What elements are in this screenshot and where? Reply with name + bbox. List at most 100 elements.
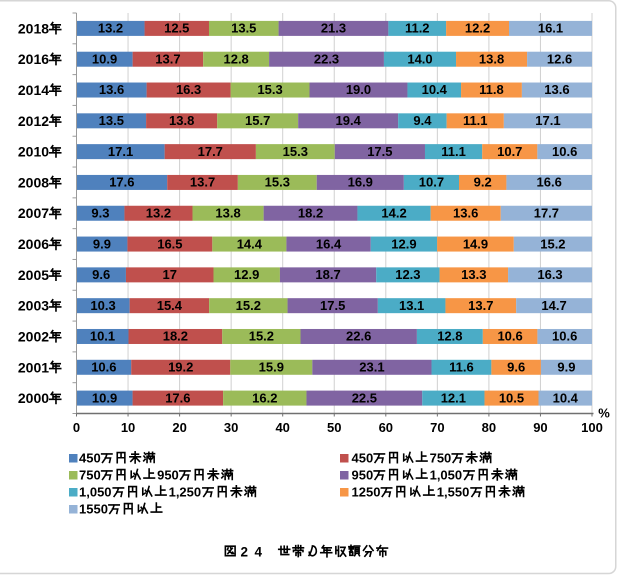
svg-text:14.9: 14.9 — [463, 236, 488, 251]
svg-text:2018: 2018 — [18, 20, 49, 36]
svg-text:1550: 1550 — [79, 502, 108, 517]
svg-text:18.2: 18.2 — [163, 329, 188, 344]
svg-text:11.1: 11.1 — [441, 144, 466, 159]
svg-text:16.1: 16.1 — [538, 21, 563, 36]
svg-text:10.7: 10.7 — [497, 144, 522, 159]
svg-text:12.8: 12.8 — [223, 51, 248, 66]
svg-text:18.7: 18.7 — [315, 267, 340, 282]
svg-text:14.7: 14.7 — [541, 298, 566, 313]
svg-text:10.4: 10.4 — [422, 82, 448, 97]
svg-text:15.4: 15.4 — [157, 298, 183, 313]
svg-text:450: 450 — [79, 451, 101, 466]
svg-text:20: 20 — [172, 420, 186, 435]
svg-text:2006: 2006 — [18, 236, 49, 252]
svg-text:15.3: 15.3 — [257, 82, 282, 97]
svg-text:1250: 1250 — [352, 485, 381, 500]
svg-text:2005: 2005 — [18, 267, 49, 283]
svg-text:17.7: 17.7 — [534, 205, 559, 220]
svg-text:10.6: 10.6 — [91, 359, 116, 374]
svg-text:9.9: 9.9 — [557, 359, 575, 374]
svg-text:12.3: 12.3 — [395, 267, 420, 282]
svg-text:9.4: 9.4 — [413, 113, 432, 128]
svg-text:2: 2 — [241, 545, 249, 560]
svg-text:60: 60 — [379, 420, 393, 435]
svg-text:13.2: 13.2 — [146, 205, 171, 220]
svg-text:750: 750 — [430, 451, 452, 466]
svg-text:10.6: 10.6 — [552, 144, 577, 159]
svg-text:2002: 2002 — [18, 329, 49, 345]
svg-text:12.2: 12.2 — [465, 21, 490, 36]
svg-text:15.2: 15.2 — [236, 298, 261, 313]
svg-text:16.9: 16.9 — [348, 175, 373, 190]
svg-text:9.2: 9.2 — [474, 175, 492, 190]
svg-text:17: 17 — [162, 267, 176, 282]
svg-text:16.6: 16.6 — [537, 175, 562, 190]
svg-text:750: 750 — [79, 468, 101, 483]
svg-text:17.5: 17.5 — [320, 298, 345, 313]
svg-text:10.3: 10.3 — [90, 298, 115, 313]
svg-text:2012: 2012 — [18, 113, 49, 129]
svg-text:0: 0 — [73, 420, 80, 435]
svg-text:19.4: 19.4 — [336, 113, 362, 128]
svg-text:13.8: 13.8 — [479, 51, 504, 66]
svg-text:2016: 2016 — [18, 51, 49, 67]
svg-text:10.6: 10.6 — [497, 329, 522, 344]
svg-text:1,050: 1,050 — [79, 485, 112, 500]
svg-text:12.9: 12.9 — [234, 267, 259, 282]
svg-text:11.2: 11.2 — [405, 21, 430, 36]
svg-text:10.5: 10.5 — [499, 390, 524, 405]
svg-text:13.8: 13.8 — [169, 113, 194, 128]
svg-text:13.1: 13.1 — [399, 298, 424, 313]
svg-text:10.9: 10.9 — [92, 390, 117, 405]
svg-text:17.5: 17.5 — [367, 144, 392, 159]
svg-text:2008: 2008 — [18, 174, 49, 190]
svg-text:2003: 2003 — [18, 298, 49, 314]
svg-text:12.6: 12.6 — [547, 51, 572, 66]
svg-text:13.7: 13.7 — [190, 175, 215, 190]
svg-text:15.9: 15.9 — [259, 359, 284, 374]
svg-text:15.2: 15.2 — [540, 236, 565, 251]
svg-text:12.5: 12.5 — [164, 21, 189, 36]
svg-text:9.3: 9.3 — [91, 205, 109, 220]
svg-text:13.6: 13.6 — [99, 82, 124, 97]
svg-text:10.9: 10.9 — [92, 51, 117, 66]
svg-text:15.3: 15.3 — [265, 175, 290, 190]
svg-text:19.2: 19.2 — [168, 359, 193, 374]
svg-text:23.1: 23.1 — [359, 359, 384, 374]
svg-text:950: 950 — [352, 468, 374, 483]
svg-text:70: 70 — [430, 420, 444, 435]
svg-text:40: 40 — [275, 420, 289, 435]
svg-text:17.7: 17.7 — [198, 144, 223, 159]
svg-text:13.2: 13.2 — [98, 21, 123, 36]
svg-text:22.3: 22.3 — [314, 51, 339, 66]
svg-text:13.7: 13.7 — [155, 51, 180, 66]
svg-text:11.1: 11.1 — [463, 113, 488, 128]
svg-text:14.0: 14.0 — [407, 51, 432, 66]
svg-text:13.6: 13.6 — [544, 82, 569, 97]
svg-text:13.8: 13.8 — [215, 205, 240, 220]
svg-text:13.3: 13.3 — [461, 267, 486, 282]
svg-text:2007: 2007 — [18, 205, 49, 221]
svg-text:13.7: 13.7 — [468, 298, 493, 313]
svg-text:22.6: 22.6 — [346, 329, 371, 344]
svg-text:50: 50 — [327, 420, 341, 435]
svg-text:90: 90 — [533, 420, 547, 435]
svg-text:15.3: 15.3 — [283, 144, 308, 159]
svg-text:13.5: 13.5 — [231, 21, 256, 36]
svg-text:1,550: 1,550 — [437, 485, 470, 500]
svg-text:13.5: 13.5 — [99, 113, 124, 128]
svg-text:10.1: 10.1 — [90, 329, 115, 344]
svg-text:16.5: 16.5 — [157, 236, 182, 251]
svg-text:80: 80 — [482, 420, 496, 435]
svg-text:12.1: 12.1 — [441, 390, 466, 405]
svg-text:2000: 2000 — [18, 390, 49, 406]
svg-text:10: 10 — [121, 420, 135, 435]
svg-text:%: % — [598, 406, 610, 421]
svg-text:17.1: 17.1 — [535, 113, 560, 128]
svg-text:13.6: 13.6 — [453, 205, 478, 220]
svg-text:2010: 2010 — [18, 144, 49, 160]
svg-text:10.4: 10.4 — [553, 390, 579, 405]
svg-text:17.6: 17.6 — [165, 390, 190, 405]
svg-text:2001: 2001 — [18, 359, 49, 375]
svg-text:450: 450 — [352, 451, 374, 466]
